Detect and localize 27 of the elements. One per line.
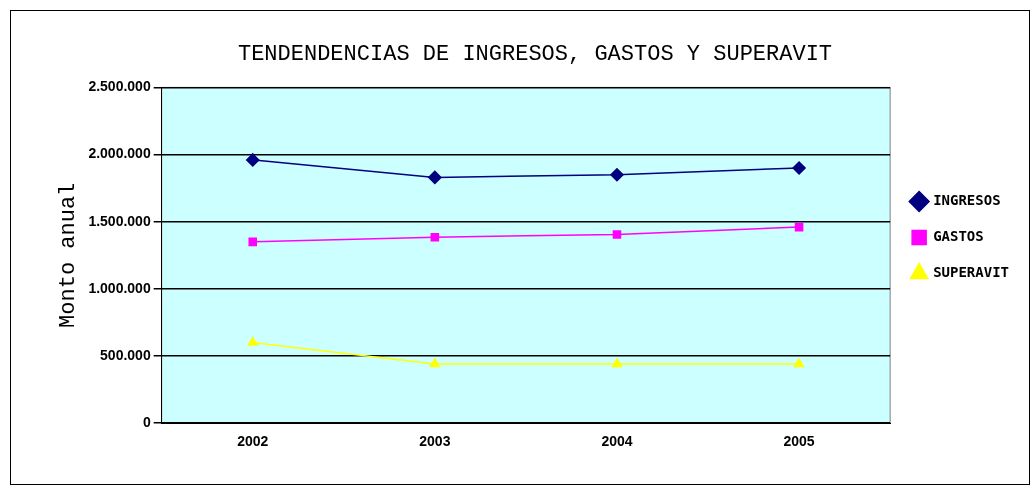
chart-title: TENDENDENCIAS DE INGRESOS, GASTOS Y SUPERAVIT [237, 42, 833, 68]
x-tick-label: 2003 [419, 433, 451, 450]
point [428, 170, 442, 185]
legend-label: GASTOS [933, 228, 984, 245]
point [429, 358, 440, 368]
x-tick-label: 2005 [783, 433, 815, 450]
x-tick-label: 2002 [237, 433, 269, 450]
point [611, 358, 623, 368]
y-tick-label: 2.000.000 [88, 145, 151, 162]
y-tick-label: 1.500.000 [88, 212, 151, 229]
y-tick-label: 1.000.000 [88, 279, 151, 296]
point [245, 153, 260, 167]
point [794, 222, 804, 232]
legend-label: INGRESOS [933, 192, 1001, 209]
x-tick-label: 2004 [601, 433, 633, 450]
point [792, 161, 806, 175]
y-tick-label: 2.500.000 [88, 78, 151, 95]
point [794, 358, 805, 368]
point [610, 167, 624, 182]
point [430, 232, 440, 242]
point [247, 336, 258, 346]
y-tick-label: 0 [142, 414, 151, 431]
point [248, 237, 258, 247]
legend-label: SUPERAVIT [933, 264, 1009, 281]
y-tick-label: 500.000 [100, 346, 151, 363]
y-axis-title: Monto anual [56, 182, 82, 328]
point [612, 230, 622, 239]
